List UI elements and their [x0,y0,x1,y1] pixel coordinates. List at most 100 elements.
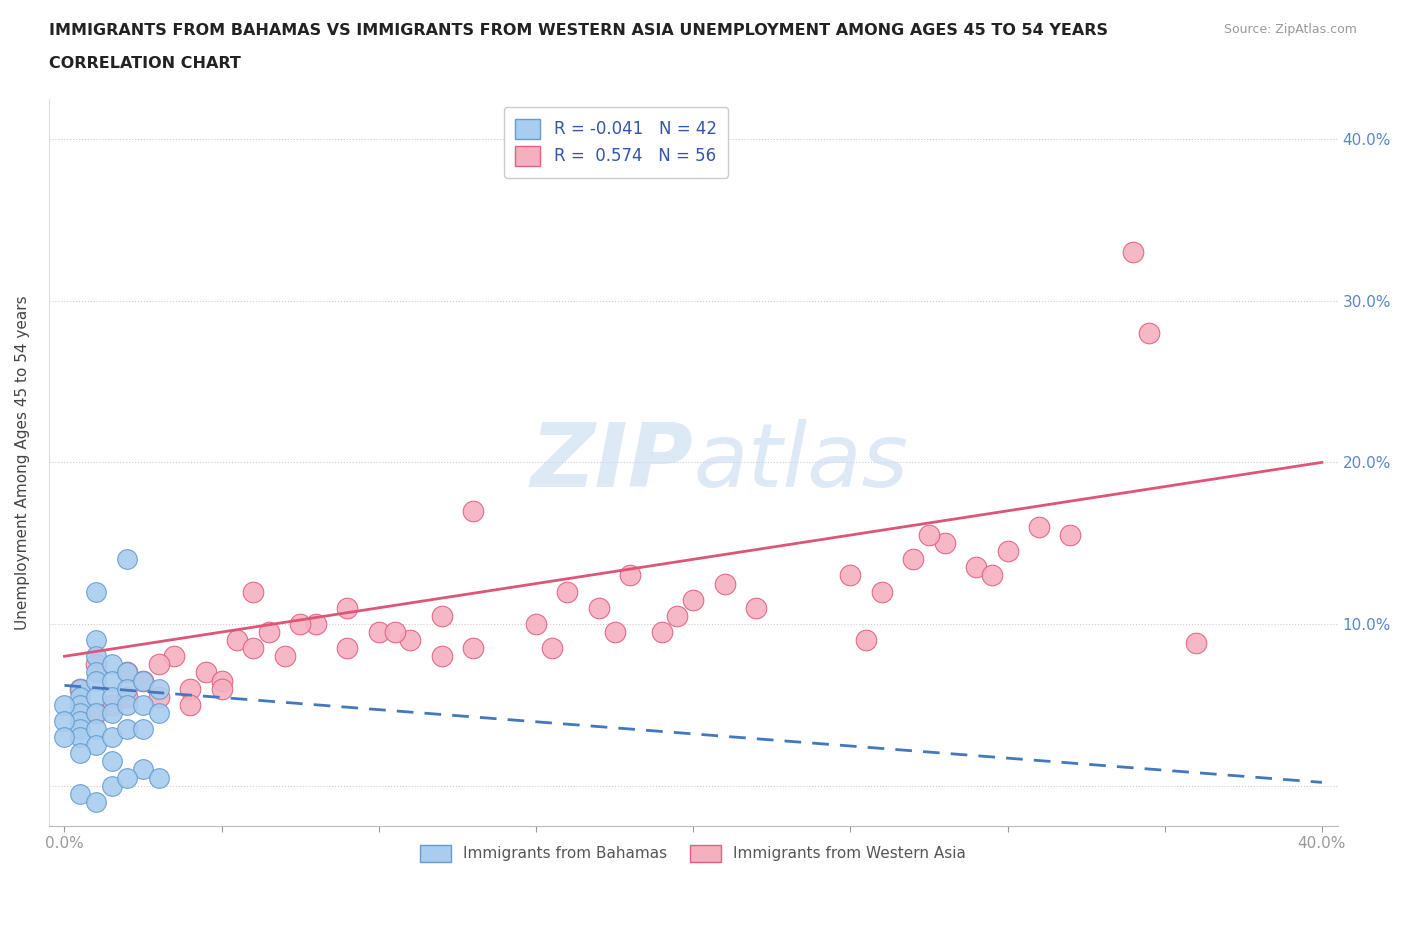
Point [84,632,107,647]
Text: CORRELATION CHART: CORRELATION CHART [49,56,240,71]
Point [148,657,170,671]
Point [84,673,107,688]
Point [132,698,155,712]
Point [305,617,328,631]
Point [903,551,925,566]
Point [84,665,107,680]
Point [1185,636,1208,651]
Point [117,698,139,712]
Text: Source: ZipAtlas.com: Source: ZipAtlas.com [1223,23,1357,36]
Point [148,689,170,704]
Point [745,601,768,616]
Point [84,794,107,809]
Point [194,665,217,680]
Point [69,689,91,704]
Point [1137,326,1160,340]
Point [336,601,359,616]
Point [69,681,91,696]
Point [117,551,139,566]
Point [290,617,312,631]
Point [557,584,579,599]
Point [1122,245,1144,259]
Point [69,730,91,745]
Point [524,617,547,631]
Point [540,641,562,656]
Point [69,786,91,801]
Point [117,665,139,680]
Point [100,730,122,745]
Point [211,673,233,688]
Point [870,584,893,599]
Point [1059,527,1081,542]
Text: atlas: atlas [693,419,908,505]
Point [997,544,1019,559]
Point [273,649,295,664]
Point [100,689,122,704]
Point [84,737,107,752]
Point [53,713,76,728]
Point [336,641,359,656]
Point [84,722,107,737]
Point [100,778,122,793]
Point [965,560,987,575]
Point [430,649,453,664]
Point [980,568,1002,583]
Point [53,698,76,712]
Point [69,746,91,761]
Point [619,568,641,583]
Point [430,608,453,623]
Point [132,673,155,688]
Point [367,625,389,640]
Point [117,770,139,785]
Point [69,706,91,721]
Point [69,722,91,737]
Point [682,592,704,607]
Point [84,706,107,721]
Point [399,632,422,647]
Point [84,706,107,721]
Point [117,665,139,680]
Y-axis label: Unemployment Among Ages 45 to 54 years: Unemployment Among Ages 45 to 54 years [15,295,30,630]
Point [100,754,122,769]
Legend: Immigrants from Bahamas, Immigrants from Western Asia: Immigrants from Bahamas, Immigrants from… [413,837,973,870]
Point [100,673,122,688]
Point [855,632,877,647]
Point [84,584,107,599]
Point [163,649,186,664]
Point [651,625,673,640]
Point [226,632,249,647]
Point [918,527,941,542]
Point [666,608,689,623]
Text: ZIP: ZIP [530,418,693,506]
Point [132,673,155,688]
Point [132,762,155,777]
Point [588,601,610,616]
Point [242,584,264,599]
Point [69,698,91,712]
Point [100,698,122,712]
Point [179,698,201,712]
Point [713,576,735,591]
Point [463,503,485,518]
Point [117,722,139,737]
Point [132,722,155,737]
Point [69,681,91,696]
Point [384,625,406,640]
Point [100,657,122,671]
Point [257,625,280,640]
Point [148,770,170,785]
Point [1028,520,1050,535]
Point [934,536,956,551]
Point [839,568,862,583]
Point [100,706,122,721]
Point [242,641,264,656]
Text: IMMIGRANTS FROM BAHAMAS VS IMMIGRANTS FROM WESTERN ASIA UNEMPLOYMENT AMONG AGES : IMMIGRANTS FROM BAHAMAS VS IMMIGRANTS FR… [49,23,1108,38]
Point [84,649,107,664]
Point [84,689,107,704]
Point [117,689,139,704]
Point [463,641,485,656]
Point [179,681,201,696]
Point [53,730,76,745]
Point [84,657,107,671]
Point [148,706,170,721]
